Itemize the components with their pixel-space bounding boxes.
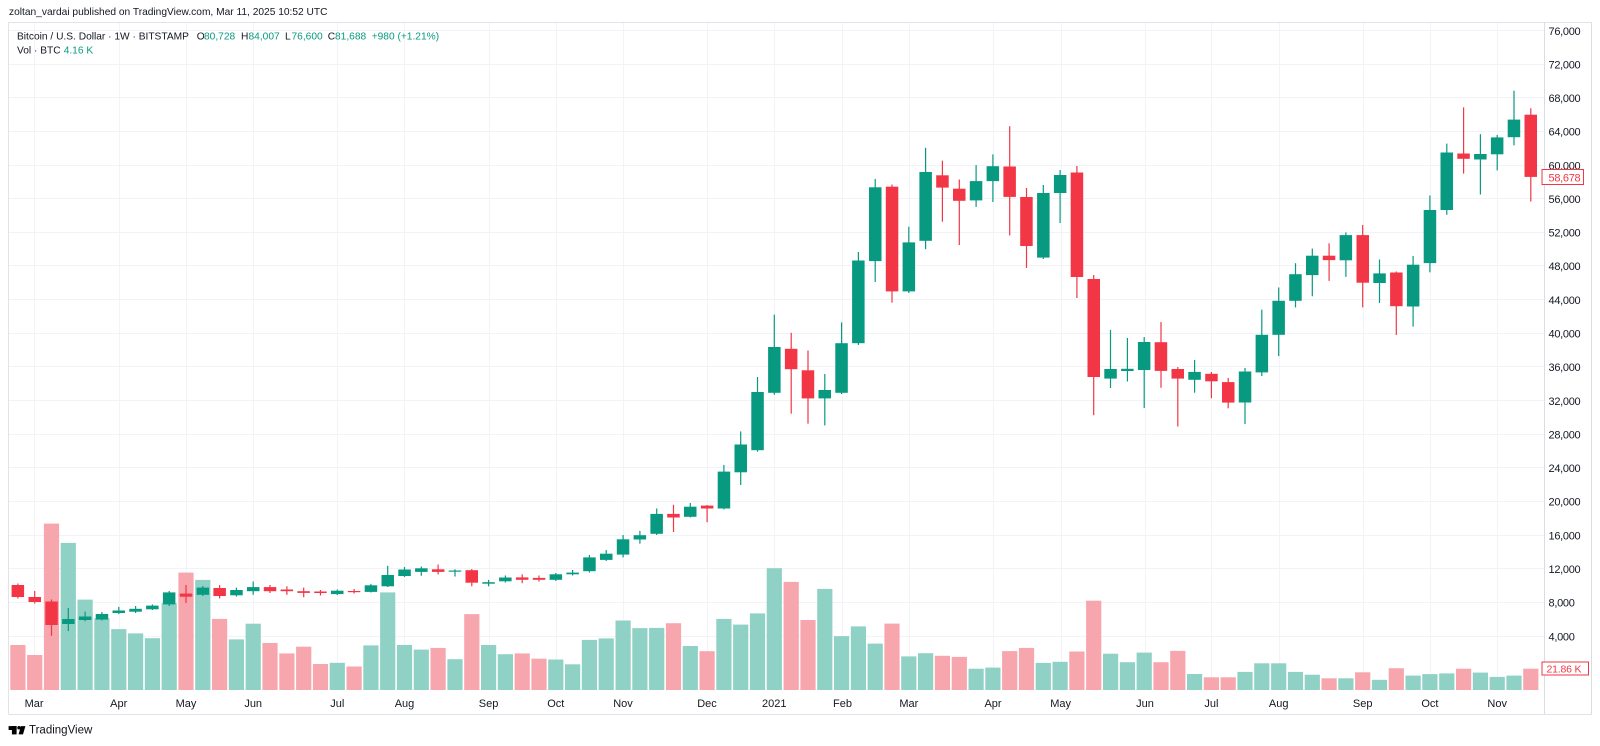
svg-text:Aug: Aug	[1269, 698, 1289, 710]
svg-text:Sep: Sep	[479, 698, 499, 710]
svg-text:Bitcoin / U.S. Dollar · 1W · B: Bitcoin / U.S. Dollar · 1W · BITSTAMP	[17, 32, 189, 43]
svg-text:8,000: 8,000	[1549, 598, 1575, 610]
svg-text:Apr: Apr	[984, 698, 1001, 710]
svg-text:Apr: Apr	[110, 698, 127, 710]
svg-text:21.86 K: 21.86 K	[1547, 664, 1582, 676]
svg-text:Jun: Jun	[1136, 698, 1154, 710]
svg-text:20,000: 20,000	[1549, 497, 1581, 509]
svg-text:40,000: 40,000	[1549, 329, 1581, 341]
svg-text:May: May	[176, 698, 197, 710]
svg-text:68,000: 68,000	[1549, 93, 1581, 105]
svg-text:16,000: 16,000	[1549, 530, 1581, 542]
svg-text:81,688: 81,688	[335, 32, 366, 43]
svg-text:Feb: Feb	[833, 698, 852, 710]
svg-text:76,600: 76,600	[292, 32, 323, 43]
svg-text:Oct: Oct	[547, 698, 564, 710]
svg-text:4,000: 4,000	[1549, 631, 1575, 643]
svg-text:36,000: 36,000	[1549, 362, 1581, 374]
svg-text:May: May	[1050, 698, 1071, 710]
svg-text:24,000: 24,000	[1549, 463, 1581, 475]
svg-text:Vol · BTC: Vol · BTC	[17, 46, 61, 57]
svg-text:Jul: Jul	[1204, 698, 1218, 710]
svg-text:84,007: 84,007	[249, 32, 280, 43]
svg-text:Mar: Mar	[899, 698, 918, 710]
svg-text:Aug: Aug	[395, 698, 415, 710]
svg-text:48,000: 48,000	[1549, 261, 1581, 273]
svg-text:+980 (+1.21%): +980 (+1.21%)	[372, 32, 439, 43]
svg-text:Nov: Nov	[1487, 698, 1507, 710]
svg-text:28,000: 28,000	[1549, 429, 1581, 441]
svg-text:12,000: 12,000	[1549, 564, 1581, 576]
svg-text:56,000: 56,000	[1549, 194, 1581, 206]
svg-text:L: L	[285, 32, 291, 43]
svg-text:4.16 K: 4.16 K	[64, 46, 94, 57]
svg-text:44,000: 44,000	[1549, 295, 1581, 307]
svg-text:80,728: 80,728	[204, 32, 235, 43]
svg-text:Oct: Oct	[1421, 698, 1438, 710]
svg-text:H: H	[241, 32, 248, 43]
svg-text:Sep: Sep	[1353, 698, 1373, 710]
svg-text:O: O	[197, 32, 205, 43]
svg-text:64,000: 64,000	[1549, 127, 1581, 139]
svg-text:Dec: Dec	[697, 698, 717, 710]
svg-text:Jul: Jul	[330, 698, 344, 710]
svg-text:Mar: Mar	[25, 698, 44, 710]
svg-text:Nov: Nov	[613, 698, 633, 710]
svg-text:TradingView: TradingView	[29, 725, 93, 737]
svg-text:76,000: 76,000	[1549, 26, 1581, 38]
svg-text:32,000: 32,000	[1549, 396, 1581, 408]
svg-text:2021: 2021	[762, 698, 786, 710]
svg-text:52,000: 52,000	[1549, 228, 1581, 240]
svg-text:72,000: 72,000	[1549, 59, 1581, 71]
svg-text:zoltan_vardai published on Tra: zoltan_vardai published on TradingView.c…	[9, 7, 327, 18]
svg-text:58,678: 58,678	[1549, 173, 1581, 185]
svg-text:C: C	[328, 32, 335, 43]
svg-text:Jun: Jun	[244, 698, 262, 710]
